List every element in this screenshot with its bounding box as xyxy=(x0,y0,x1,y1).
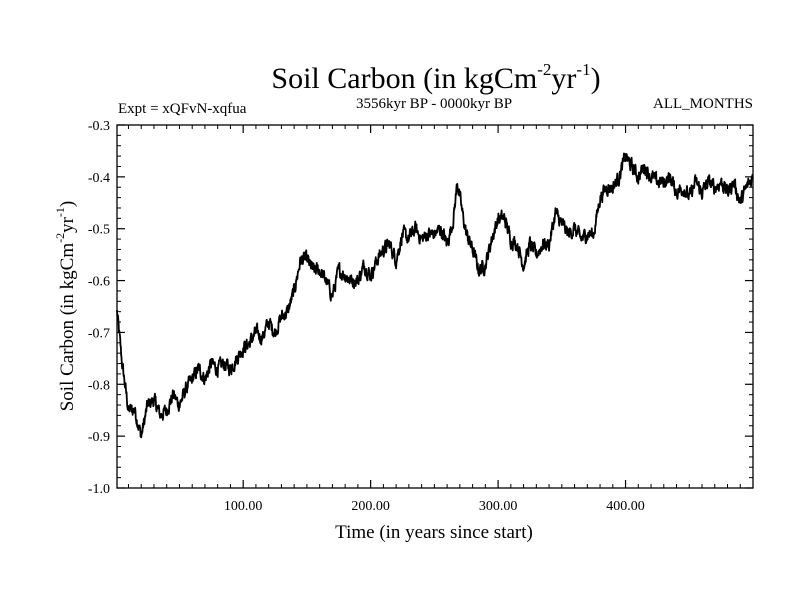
y-axis-title-sup2: -1 xyxy=(53,207,67,217)
y-ticks: -1.0 -0.9 -0.8 -0.7 -0.6 -0.5 -0.4 -0.3 xyxy=(88,119,753,497)
minor-ticks xyxy=(117,125,753,488)
chart-title-sup2: -1 xyxy=(576,60,590,79)
y-axis-title-sup1: -2 xyxy=(53,233,67,243)
y-tick-label-2: -0.8 xyxy=(88,378,110,393)
x-tick-label-200: 200.00 xyxy=(351,499,390,514)
soil-carbon-line xyxy=(116,152,754,439)
y-tick-label-1: -0.9 xyxy=(88,430,110,445)
y-tick-label-3: -0.7 xyxy=(88,326,110,341)
x-tick-label-100: 100.00 xyxy=(224,499,263,514)
y-tick-label-0: -1.0 xyxy=(88,482,110,497)
y-tick-label-4: -0.6 xyxy=(88,275,110,290)
y-tick-label-7: -0.3 xyxy=(88,119,110,134)
series-group xyxy=(116,152,754,439)
y-tick-label-5: -0.5 xyxy=(88,223,110,238)
subtitle-months: ALL_MONTHS xyxy=(653,96,753,112)
chart-title-sup1: -2 xyxy=(537,60,551,79)
y-tick-label-6: -0.4 xyxy=(88,171,110,186)
chart-title: Soil Carbon (in kgCm-2yr-1) xyxy=(271,60,600,95)
subtitle-period: 3556kyr BP - 0000kyr BP xyxy=(356,96,512,112)
x-axis-title: Time (in years since start) xyxy=(335,522,533,543)
x-tick-label-300: 300.00 xyxy=(479,499,518,514)
y-axis-title: Soil Carbon (in kgCm-2yr-1) xyxy=(53,201,78,412)
x-ticks: 100.00 200.00 300.00 400.00 xyxy=(224,125,645,514)
plot-frame xyxy=(116,124,754,489)
subtitle-experiment: Expt = xQFvN-xqfua xyxy=(118,101,247,117)
x-tick-label-400: 400.00 xyxy=(606,499,645,514)
